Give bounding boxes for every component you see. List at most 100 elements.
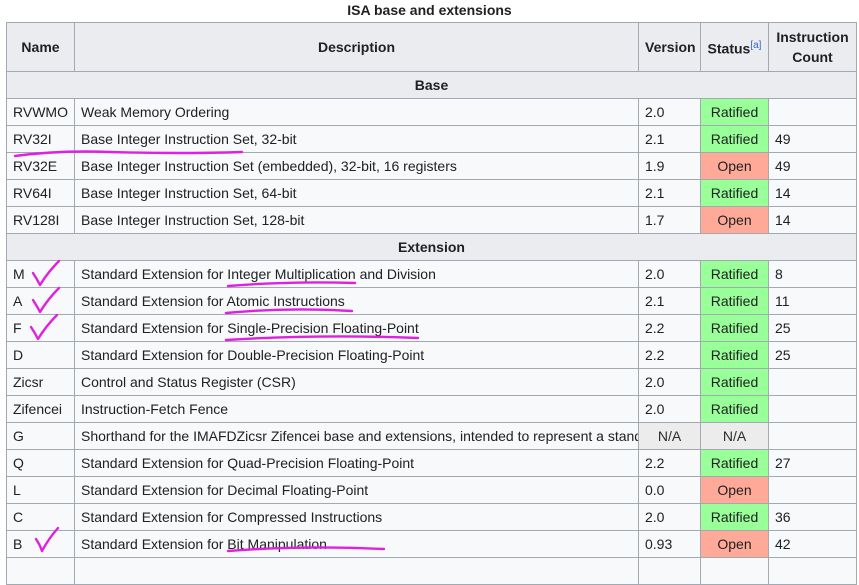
table-row: M Standard Extension for Integer Multipli… <box>6 260 857 288</box>
cell-status: N/A <box>700 422 769 450</box>
cell-instruction-count <box>768 476 857 504</box>
cell-version: 2.0 <box>638 395 701 423</box>
cell-instruction-count: 36 <box>768 503 857 531</box>
cell-instruction-count: 49 <box>768 125 857 153</box>
table-row: Zifencei Instruction-Fetch Fence 2.0 Ratifi… <box>6 395 857 423</box>
cell-status: Ratified <box>700 260 769 288</box>
cell-description: Shorthand for the IMAFDZicsr Zifencei ba… <box>74 422 639 450</box>
table-row: RVWMO Weak Memory Ordering 2.0 Ratified <box>6 98 857 126</box>
cell-name: Zifencei <box>6 395 75 423</box>
cell-description: Standard Extension for Double-Precision … <box>74 341 639 369</box>
cell-status: Open <box>700 530 769 558</box>
section-heading: Extension <box>6 233 857 261</box>
section-heading: Base <box>6 71 857 99</box>
cell-name: G <box>6 422 75 450</box>
cell-status: Ratified <box>700 125 769 153</box>
header-description[interactable]: Description <box>74 22 639 72</box>
cell-instruction-count: 27 <box>768 449 857 477</box>
cell-instruction-count: 25 <box>768 341 857 369</box>
cell-instruction-count <box>768 98 857 126</box>
cell-name: RV128I <box>6 206 75 234</box>
cell-instruction-count <box>768 422 857 450</box>
cell-version: 2.1 <box>638 287 701 315</box>
cell-description <box>74 557 639 585</box>
cell-status: Ratified <box>700 341 769 369</box>
table-row: RV128I Base Integer Instruction Set, 128-… <box>6 206 857 234</box>
cell-version: 2.0 <box>638 98 701 126</box>
cell-status: Open <box>700 152 769 180</box>
cell-version: 2.0 <box>638 503 701 531</box>
cell-name: C <box>6 503 75 531</box>
header-name[interactable]: Name <box>6 22 75 72</box>
cell-status: Ratified <box>700 368 769 396</box>
cell-instruction-count: 25 <box>768 314 857 342</box>
cell-instruction-count: 11 <box>768 287 857 315</box>
cell-description: Standard Extension for Atomic Instructio… <box>74 287 639 315</box>
cell-name: F <box>6 314 75 342</box>
cell-status: Ratified <box>700 395 769 423</box>
cell-status: Ratified <box>700 449 769 477</box>
cell-version: 2.2 <box>638 314 701 342</box>
cell-instruction-count: 14 <box>768 179 857 207</box>
cell-name: RVWMO <box>6 98 75 126</box>
header-status-label: Status <box>707 40 751 57</box>
cell-description: Standard Extension for Bit Manipulation <box>74 530 639 558</box>
cell-instruction-count: 8 <box>768 260 857 288</box>
cell-version: 1.9 <box>638 152 701 180</box>
cell-instruction-count: 49 <box>768 152 857 180</box>
cell-description: Weak Memory Ordering <box>74 98 639 126</box>
header-status[interactable]: Status[a] <box>700 22 769 72</box>
cell-description: Standard Extension for Decimal Floating-… <box>74 476 639 504</box>
footnote-link[interactable]: [a] <box>750 40 762 52</box>
cell-name: RV64I <box>6 179 75 207</box>
cell-status: Ratified <box>700 287 769 315</box>
cell-version: 2.2 <box>638 341 701 369</box>
cell-description: Control and Status Register (CSR) <box>74 368 639 396</box>
table-row: RV32I Base Integer Instruction Set, 32-bi… <box>6 125 857 153</box>
cell-version: 2.0 <box>638 260 701 288</box>
cell-version: 0.0 <box>638 476 701 504</box>
table-row: A Standard Extension for Atomic Instructi… <box>6 287 857 315</box>
cell-name: L <box>6 476 75 504</box>
header-instruction-count[interactable]: Instruction Count <box>768 22 857 72</box>
table-caption: ISA base and extensions <box>347 2 512 18</box>
cell-version: 2.2 <box>638 449 701 477</box>
cell-description: Standard Extension for Single-Precision … <box>74 314 639 342</box>
cell-description: Base Integer Instruction Set (embedded),… <box>74 152 639 180</box>
cell-instruction-count <box>768 557 857 585</box>
section-row: Extension <box>6 233 857 261</box>
cell-name: RV32E <box>6 152 75 180</box>
cell-version: N/A <box>638 422 701 450</box>
table-row: C Standard Extension for Compressed Instr… <box>6 503 857 531</box>
cell-description: Base Integer Instruction Set, 64-bit <box>74 179 639 207</box>
table-body: Base RVWMO Weak Memory Ordering 2.0 Ratified… <box>6 71 857 585</box>
cell-version: 2.0 <box>638 368 701 396</box>
header-count-line1: Instruction <box>776 29 849 45</box>
cell-version: 0.93 <box>638 530 701 558</box>
table-row: D Standard Extension for Double-Precision… <box>6 341 857 369</box>
table-row: RV64I Base Integer Instruction Set, 64-bi… <box>6 179 857 207</box>
cell-version: 2.1 <box>638 125 701 153</box>
cell-description: Standard Extension for Quad-Precision Fl… <box>74 449 639 477</box>
header-row: Name Description Version Status[a] Instr… <box>6 22 857 72</box>
table-row: G Shorthand for the IMAFDZicsr Zifencei b… <box>6 422 857 450</box>
footnote-ref: [a] <box>750 38 761 51</box>
cell-description: Standard Extension for Compressed Instru… <box>74 503 639 531</box>
cell-status <box>700 557 769 585</box>
cell-instruction-count: 14 <box>768 206 857 234</box>
cell-name: D <box>6 341 75 369</box>
table-row: F Standard Extension for Single-Precision… <box>6 314 857 342</box>
table-row: Q Standard Extension for Quad-Precision F… <box>6 449 857 477</box>
table-row: L Standard Extension for Decimal Floating… <box>6 476 857 504</box>
cell-name: RV32I <box>6 125 75 153</box>
cell-version: 1.7 <box>638 206 701 234</box>
cell-description: Base Integer Instruction Set, 32-bit <box>74 125 639 153</box>
cell-name: B <box>6 530 75 558</box>
section-row: Base <box>6 71 857 99</box>
cell-name: Q <box>6 449 75 477</box>
header-version[interactable]: Version <box>638 22 701 72</box>
cell-status: Open <box>700 206 769 234</box>
cell-description: Standard Extension for Integer Multiplic… <box>74 260 639 288</box>
cell-status: Ratified <box>700 98 769 126</box>
table-row: B Standard Extension for Bit Manipulation… <box>6 530 857 558</box>
